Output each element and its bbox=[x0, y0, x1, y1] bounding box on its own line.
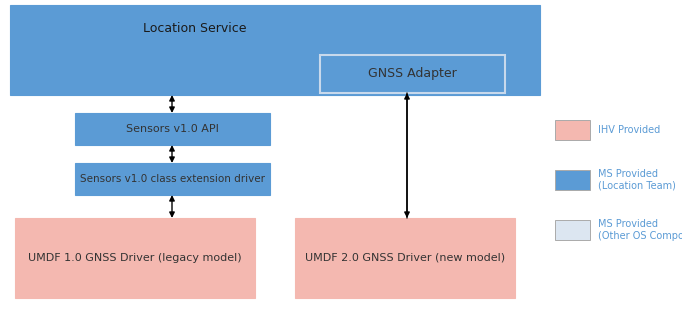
Text: Sensors v1.0 API: Sensors v1.0 API bbox=[126, 124, 219, 134]
Bar bbox=[75, 163, 270, 195]
Bar bbox=[10, 5, 540, 95]
Bar bbox=[555, 170, 590, 190]
Text: UMDF 1.0 GNSS Driver (legacy model): UMDF 1.0 GNSS Driver (legacy model) bbox=[28, 253, 242, 263]
Text: Location Service: Location Service bbox=[143, 21, 247, 35]
Bar bbox=[555, 120, 590, 140]
Text: MS Provided
(Other OS Component): MS Provided (Other OS Component) bbox=[598, 219, 682, 241]
Bar bbox=[320, 55, 505, 93]
Text: IHV Provided: IHV Provided bbox=[598, 125, 660, 135]
Text: GNSS Adapter: GNSS Adapter bbox=[368, 67, 457, 81]
Bar bbox=[15, 218, 255, 298]
Text: MS Provided
(Location Team): MS Provided (Location Team) bbox=[598, 169, 676, 191]
Bar bbox=[555, 220, 590, 240]
Text: Sensors v1.0 class extension driver: Sensors v1.0 class extension driver bbox=[80, 174, 265, 184]
Text: UMDF 2.0 GNSS Driver (new model): UMDF 2.0 GNSS Driver (new model) bbox=[305, 253, 505, 263]
Bar bbox=[75, 113, 270, 145]
Bar bbox=[295, 218, 515, 298]
